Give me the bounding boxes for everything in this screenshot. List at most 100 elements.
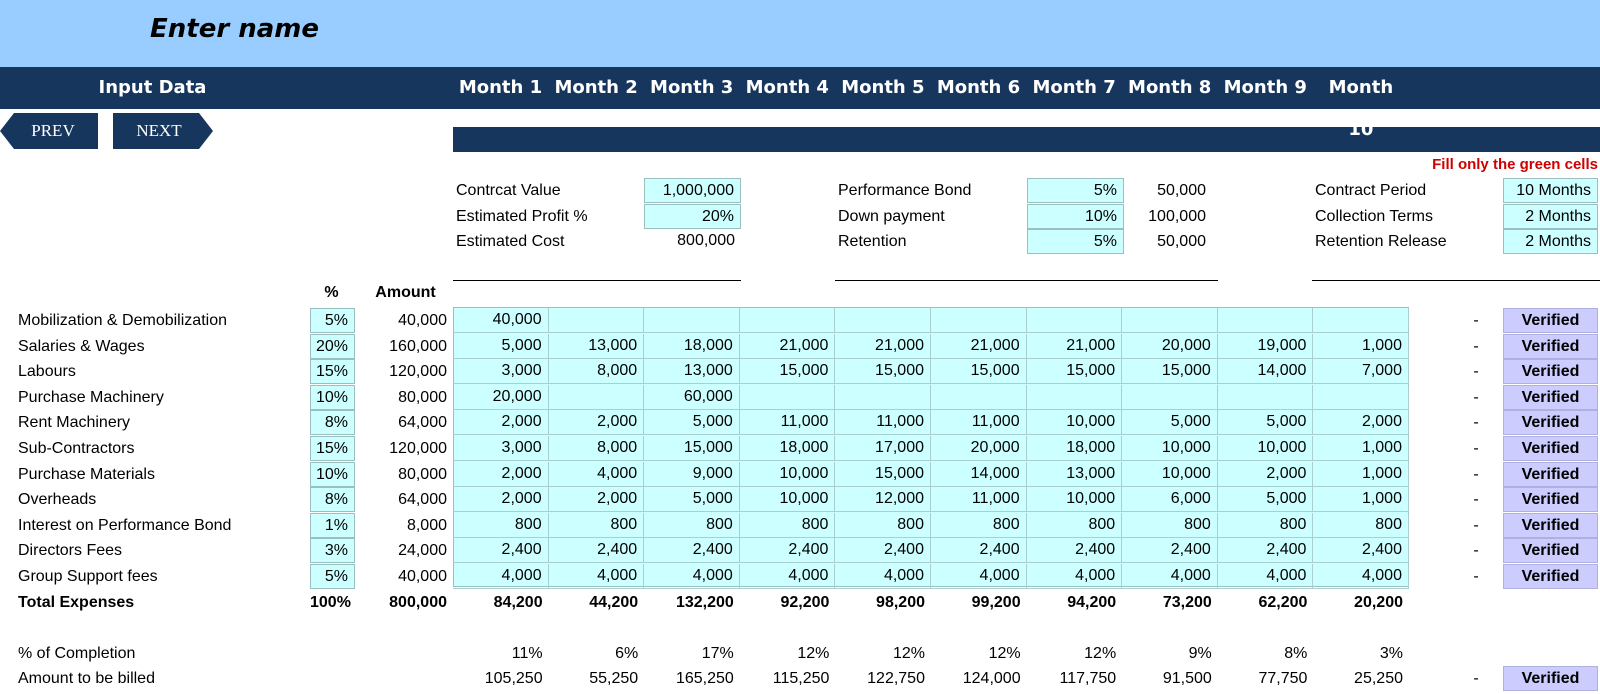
month-value-cell[interactable]: 5,000: [1122, 410, 1218, 436]
month-value-cell[interactable]: 2,400: [644, 538, 740, 564]
month-value-cell[interactable]: 13,000: [548, 333, 645, 359]
month-value-cell[interactable]: 20,000: [453, 384, 549, 410]
month-value-cell[interactable]: 4,000: [453, 564, 549, 589]
expense-pct-field[interactable]: 1%: [310, 512, 355, 538]
month-value-cell[interactable]: 4,000: [1313, 564, 1409, 589]
month-value-cell[interactable]: 19,000: [1217, 333, 1314, 359]
month-value-cell[interactable]: [548, 384, 645, 410]
month-value-cell[interactable]: 15,000: [931, 359, 1027, 385]
month-value-cell[interactable]: 1,000: [1313, 487, 1409, 513]
month-value-cell[interactable]: [739, 384, 836, 410]
month-value-cell[interactable]: 1,000: [1313, 461, 1409, 487]
month-value-cell[interactable]: 15,000: [1122, 359, 1218, 385]
month-value-cell[interactable]: [835, 384, 931, 410]
month-value-cell[interactable]: 15,000: [835, 461, 931, 487]
expense-pct-field[interactable]: 20%: [310, 333, 355, 359]
month-value-cell[interactable]: 2,400: [1217, 538, 1314, 564]
month-value-cell[interactable]: 5,000: [1217, 487, 1314, 513]
expense-pct-field[interactable]: 15%: [310, 359, 355, 385]
month-value-cell[interactable]: 7,000: [1313, 359, 1409, 385]
month-value-cell[interactable]: 800: [1122, 512, 1218, 538]
month-value-cell[interactable]: 800: [453, 512, 549, 538]
month-value-cell[interactable]: [1313, 384, 1409, 410]
month-value-cell[interactable]: [1122, 308, 1218, 333]
month-value-cell[interactable]: 4,000: [644, 564, 740, 589]
month-value-cell[interactable]: [835, 308, 931, 333]
month-value-cell[interactable]: 5,000: [644, 410, 740, 436]
month-value-cell[interactable]: 10,000: [1122, 461, 1218, 487]
month-value-cell[interactable]: 14,000: [931, 461, 1027, 487]
month-value-cell[interactable]: 11,000: [739, 410, 836, 436]
param-value-field[interactable]: 10 Months: [1503, 178, 1598, 203]
month-value-cell[interactable]: 2,000: [548, 410, 645, 436]
expense-pct-field[interactable]: 10%: [310, 384, 355, 410]
expense-pct-field[interactable]: 10%: [310, 461, 355, 487]
month-value-cell[interactable]: 15,000: [739, 359, 836, 385]
month-value-cell[interactable]: 18,000: [1026, 436, 1123, 461]
month-value-cell[interactable]: 2,400: [453, 538, 549, 564]
expense-pct-field[interactable]: 5%: [310, 308, 355, 333]
month-value-cell[interactable]: [739, 308, 836, 333]
param-value-field[interactable]: 10%: [1027, 203, 1124, 229]
month-value-cell[interactable]: [1026, 308, 1123, 333]
month-value-cell[interactable]: 8,000: [548, 359, 645, 385]
month-value-cell[interactable]: 17,000: [835, 436, 931, 461]
month-value-cell[interactable]: 13,000: [1026, 461, 1123, 487]
month-value-cell[interactable]: 2,400: [1122, 538, 1218, 564]
month-value-cell[interactable]: 2,400: [1026, 538, 1123, 564]
month-value-cell[interactable]: 10,000: [739, 461, 836, 487]
month-value-cell[interactable]: [1026, 384, 1123, 410]
month-value-cell[interactable]: 20,000: [1122, 333, 1218, 359]
expense-pct-field[interactable]: 8%: [310, 410, 355, 436]
month-value-cell[interactable]: 3,000: [453, 359, 549, 385]
month-value-cell[interactable]: 2,000: [453, 487, 549, 513]
month-value-cell[interactable]: 10,000: [739, 487, 836, 513]
month-value-cell[interactable]: 14,000: [1217, 359, 1314, 385]
month-value-cell[interactable]: 21,000: [931, 333, 1027, 359]
expense-pct-field[interactable]: 15%: [310, 436, 355, 461]
month-value-cell[interactable]: 13,000: [644, 359, 740, 385]
month-value-cell[interactable]: 21,000: [739, 333, 836, 359]
expense-pct-field[interactable]: 3%: [310, 538, 355, 564]
month-value-cell[interactable]: 12,000: [835, 487, 931, 513]
month-value-cell[interactable]: 800: [835, 512, 931, 538]
month-value-cell[interactable]: 4,000: [548, 461, 645, 487]
month-value-cell[interactable]: [931, 384, 1027, 410]
month-value-cell[interactable]: 800: [1313, 512, 1409, 538]
month-value-cell[interactable]: 5,000: [453, 333, 549, 359]
month-value-cell[interactable]: 4,000: [1217, 564, 1314, 589]
month-value-cell[interactable]: 15,000: [1026, 359, 1123, 385]
month-value-cell[interactable]: 2,400: [835, 538, 931, 564]
month-value-cell[interactable]: 10,000: [1122, 436, 1218, 461]
month-value-cell[interactable]: 4,000: [548, 564, 645, 589]
month-value-cell[interactable]: 18,000: [739, 436, 836, 461]
month-value-cell[interactable]: 11,000: [931, 487, 1027, 513]
month-value-cell[interactable]: 10,000: [1026, 487, 1123, 513]
month-value-cell[interactable]: 800: [644, 512, 740, 538]
month-value-cell[interactable]: 1,000: [1313, 333, 1409, 359]
expense-pct-field[interactable]: 8%: [310, 487, 355, 513]
month-value-cell[interactable]: 4,000: [739, 564, 836, 589]
month-value-cell[interactable]: 800: [739, 512, 836, 538]
expense-pct-field[interactable]: 5%: [310, 564, 355, 589]
month-value-cell[interactable]: [931, 308, 1027, 333]
month-value-cell[interactable]: 1,000: [1313, 436, 1409, 461]
month-value-cell[interactable]: 18,000: [644, 333, 740, 359]
param-value-field[interactable]: 5%: [1027, 178, 1124, 203]
month-value-cell[interactable]: 9,000: [644, 461, 740, 487]
month-value-cell[interactable]: [1313, 308, 1409, 333]
month-value-cell[interactable]: 4,000: [1026, 564, 1123, 589]
month-value-cell[interactable]: 11,000: [835, 410, 931, 436]
month-value-cell[interactable]: 2,000: [453, 461, 549, 487]
month-value-cell[interactable]: [1122, 384, 1218, 410]
month-value-cell[interactable]: 5,000: [1217, 410, 1314, 436]
sheet-title[interactable]: Enter name: [150, 14, 319, 44]
month-value-cell[interactable]: 21,000: [1026, 333, 1123, 359]
month-value-cell[interactable]: 2,000: [548, 487, 645, 513]
month-value-cell[interactable]: 8,000: [548, 436, 645, 461]
param-value-field[interactable]: 2 Months: [1503, 203, 1598, 229]
month-value-cell[interactable]: 800: [1026, 512, 1123, 538]
month-value-cell[interactable]: 15,000: [835, 359, 931, 385]
month-value-cell[interactable]: 60,000: [644, 384, 740, 410]
next-button[interactable]: NEXT: [113, 113, 213, 149]
